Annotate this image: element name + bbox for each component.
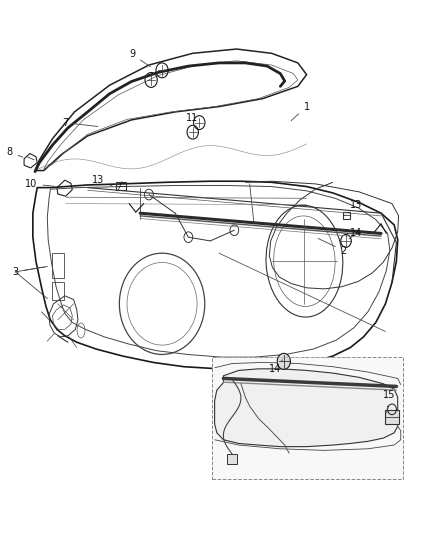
- FancyBboxPatch shape: [212, 357, 403, 479]
- Polygon shape: [227, 454, 237, 464]
- Text: 15: 15: [383, 391, 395, 413]
- Text: 14: 14: [349, 229, 362, 239]
- Polygon shape: [215, 369, 398, 447]
- Text: 2: 2: [318, 238, 347, 255]
- Circle shape: [277, 353, 290, 369]
- Text: 9: 9: [129, 50, 150, 67]
- Text: 3: 3: [12, 267, 45, 277]
- Text: 7: 7: [62, 118, 98, 127]
- Polygon shape: [385, 410, 399, 424]
- Text: 14: 14: [269, 360, 283, 374]
- Text: 8: 8: [7, 147, 23, 157]
- Text: 1: 1: [291, 102, 310, 120]
- Text: 13: 13: [345, 200, 362, 215]
- Text: 11: 11: [186, 114, 198, 127]
- Text: 10: 10: [25, 179, 54, 189]
- Text: 13: 13: [92, 175, 112, 186]
